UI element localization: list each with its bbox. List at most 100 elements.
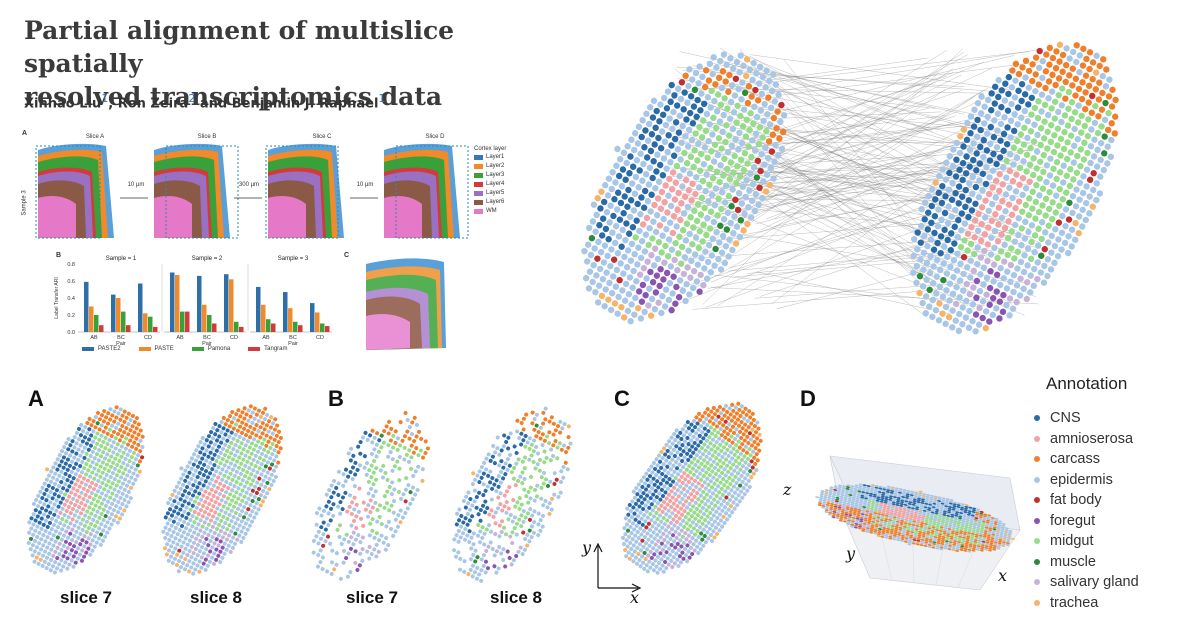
- spot: [675, 466, 680, 471]
- spot: [215, 496, 220, 501]
- y-tick-label: 0.2: [67, 313, 75, 319]
- spot: [642, 550, 647, 555]
- spot: [709, 70, 716, 78]
- spot: [718, 518, 723, 523]
- spot: [904, 498, 909, 501]
- spot: [66, 447, 71, 452]
- spot: [238, 414, 243, 419]
- spot: [510, 530, 515, 535]
- spot: [695, 184, 703, 191]
- spot: [708, 457, 713, 462]
- spot: [1012, 77, 1019, 84]
- spot: [106, 479, 111, 484]
- spot: [318, 536, 323, 541]
- spot: [846, 504, 851, 507]
- spot: [920, 522, 925, 525]
- spot: [737, 407, 742, 412]
- spot: [673, 545, 678, 550]
- spot: [658, 249, 665, 256]
- spot: [930, 246, 938, 253]
- spot: [723, 122, 730, 129]
- spot: [180, 493, 185, 498]
- spot: [1002, 80, 1009, 87]
- spot: [952, 523, 957, 526]
- spot: [733, 421, 738, 426]
- spot: [756, 184, 763, 191]
- spot: [706, 60, 714, 68]
- spot: [167, 527, 172, 532]
- spot: [1007, 278, 1014, 286]
- spot: [984, 130, 991, 137]
- spot: [698, 255, 705, 262]
- spot: [927, 236, 935, 243]
- spot: [212, 442, 217, 447]
- spot: [680, 550, 685, 555]
- spot: [952, 317, 959, 324]
- spot: [93, 524, 98, 529]
- spot: [1031, 232, 1039, 239]
- spot: [666, 115, 673, 122]
- spot: [659, 232, 666, 239]
- spot: [710, 453, 715, 458]
- spot: [186, 522, 191, 527]
- spot: [1086, 49, 1094, 56]
- spot: [941, 515, 946, 518]
- spot: [670, 441, 675, 446]
- spot: [377, 514, 382, 519]
- spot: [662, 446, 667, 451]
- spot: [664, 148, 671, 156]
- spot: [984, 113, 991, 121]
- spot: [725, 253, 732, 260]
- spot: [929, 186, 936, 193]
- spot: [262, 437, 267, 442]
- spot: [248, 503, 253, 508]
- alignment-line: [758, 115, 956, 174]
- spot: [956, 166, 963, 174]
- bar: [266, 319, 271, 332]
- spot: [63, 539, 68, 544]
- spot: [687, 448, 692, 453]
- spot: [326, 523, 331, 528]
- spot: [602, 225, 610, 233]
- spot: [701, 265, 708, 272]
- spot: [83, 513, 88, 518]
- spot: [484, 548, 489, 553]
- spot: [499, 469, 504, 474]
- spot: [923, 259, 931, 267]
- spot: [770, 175, 777, 182]
- spot: [57, 552, 62, 557]
- spot: [482, 531, 487, 536]
- spot: [950, 512, 955, 515]
- spot: [654, 457, 659, 462]
- spot: [913, 515, 918, 518]
- spot: [1047, 266, 1055, 273]
- spot: [664, 253, 672, 260]
- spot: [727, 475, 732, 480]
- spot: [731, 430, 736, 435]
- spot: [713, 487, 718, 492]
- spot: [221, 494, 226, 499]
- spot: [668, 467, 673, 472]
- spot: [409, 455, 414, 460]
- spot: [391, 433, 396, 438]
- spot: [1039, 74, 1046, 82]
- spot: [1068, 115, 1075, 123]
- spot: [1092, 86, 1099, 93]
- spot: [524, 494, 529, 499]
- spot: [674, 444, 679, 449]
- spot: [377, 438, 382, 443]
- spot: [232, 473, 237, 478]
- spot: [638, 526, 643, 531]
- spot: [1004, 529, 1009, 532]
- spot: [498, 491, 503, 496]
- spot: [977, 271, 984, 278]
- spot: [665, 448, 670, 453]
- spot: [724, 495, 729, 500]
- spot: [540, 524, 545, 529]
- spot: [396, 513, 401, 518]
- spot: [99, 444, 104, 449]
- spot: [190, 514, 195, 519]
- spot: [988, 527, 993, 530]
- spot: [973, 520, 978, 523]
- spot: [656, 469, 661, 474]
